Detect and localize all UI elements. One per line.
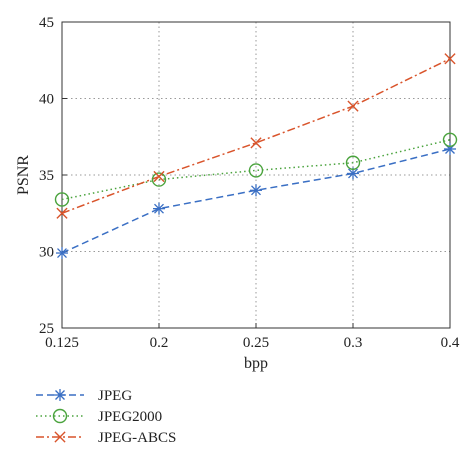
legend-label: JPEG2000 (98, 409, 162, 425)
x-axis-label: bpp (244, 355, 268, 372)
x-tick-label: 0.3 (344, 335, 363, 351)
legend-marker (52, 408, 68, 424)
y-tick-label: 30 (39, 245, 54, 261)
series-markers (54, 53, 458, 260)
data-point-jpeg-abcs (347, 100, 359, 112)
data-point-jpeg2000 (442, 132, 458, 148)
legend-item: JPEG-ABCS (36, 430, 176, 446)
y-tick-label: 35 (39, 168, 54, 184)
data-point-jpeg (56, 247, 68, 260)
data-point-jpeg2000 (345, 155, 361, 170)
x-axis-ticks: 0.125 0.2 0.25 0.3 0.4 (45, 323, 460, 351)
y-tick-label: 40 (39, 92, 54, 108)
data-point-jpeg (153, 202, 165, 215)
series-line-jpeg-abcs (61, 58, 451, 214)
x-tick-label: 0.2 (150, 335, 169, 351)
y-axis-ticks: 25 30 35 40 45 (39, 15, 67, 337)
y-tick-label: 45 (39, 15, 54, 31)
data-point-jpeg-abcs (56, 207, 68, 219)
data-point-jpeg-abcs (153, 170, 165, 183)
data-point-jpeg-abcs (444, 53, 456, 65)
data-point-jpeg2000 (248, 163, 264, 178)
legend-marker (54, 389, 66, 401)
legend-label: JPEG-ABCS (98, 430, 176, 446)
data-point-jpeg2000 (54, 192, 70, 207)
legend-item: JPEG (36, 388, 132, 404)
y-tick-label: 25 (39, 321, 54, 337)
x-tick-label: 0.4 (441, 335, 460, 351)
series-lines (61, 58, 451, 254)
data-point-jpeg2000 (151, 172, 167, 187)
legend-label: JPEG (98, 388, 132, 404)
x-tick-label: 0.125 (45, 335, 79, 351)
legend: JPEG JPEG2000 JPEG-ABCS (36, 388, 176, 446)
legend-item: JPEG2000 (36, 408, 162, 425)
x-tick-label: 0.25 (243, 335, 269, 351)
legend-marker (54, 431, 66, 443)
data-point-jpeg (250, 184, 262, 197)
data-point-jpeg-abcs (250, 137, 262, 149)
y-axis-label: PSNR (15, 155, 32, 195)
series-line-jpeg (61, 148, 451, 254)
grid (62, 22, 450, 328)
